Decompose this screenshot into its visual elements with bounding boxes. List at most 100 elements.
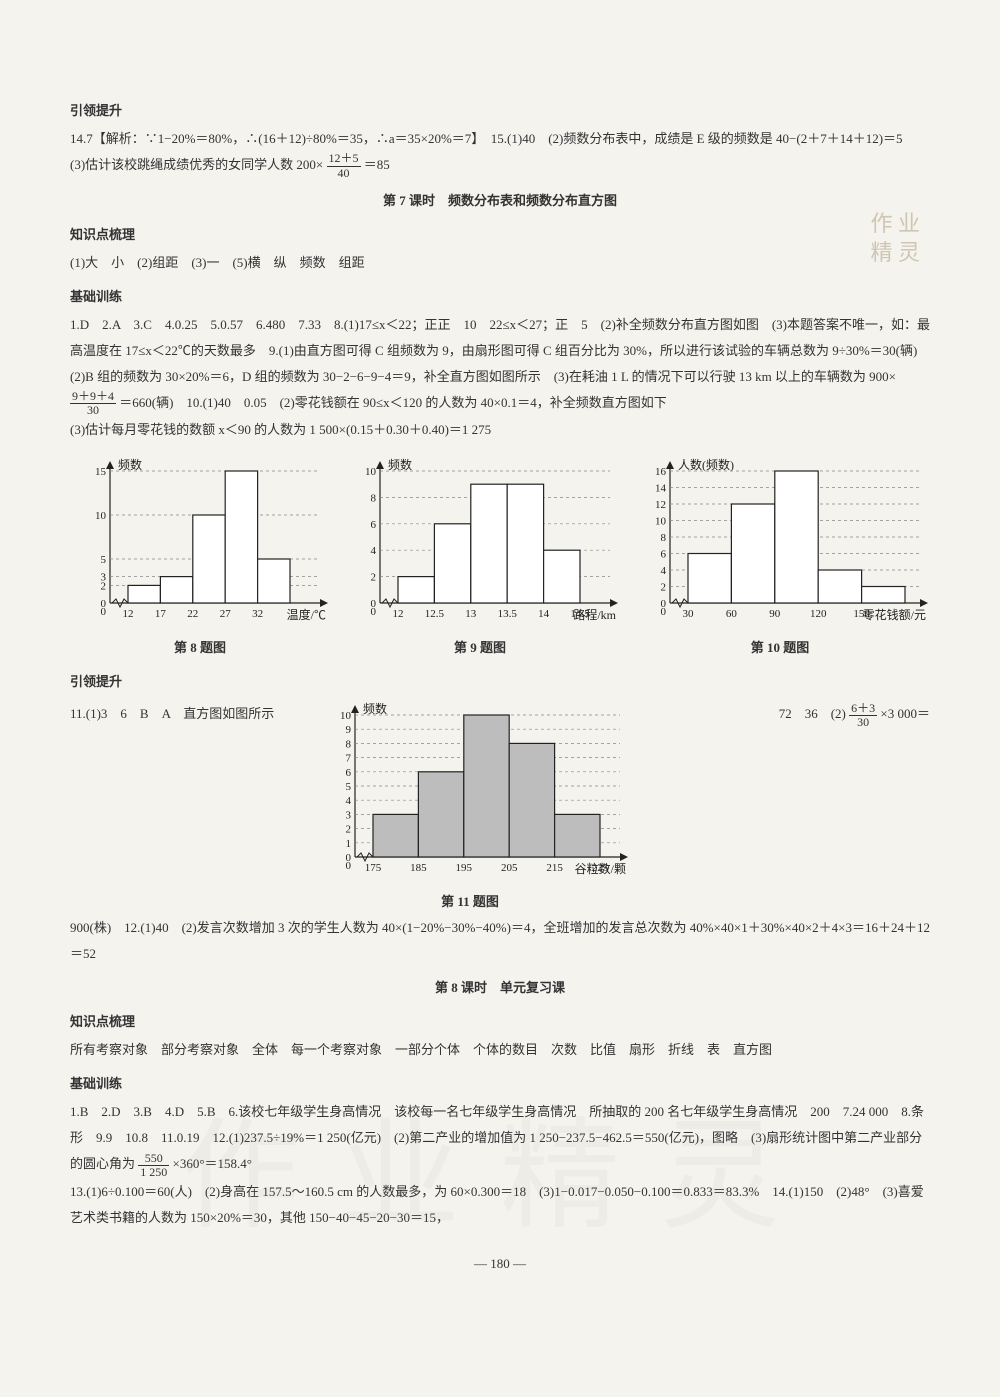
text: ×3 000＝	[880, 706, 930, 721]
svg-text:225: 225	[592, 862, 609, 874]
svg-text:2: 2	[346, 824, 352, 836]
svg-text:3: 3	[101, 572, 107, 584]
chart10-caption: 第 10 题图	[630, 635, 930, 661]
svg-text:16: 16	[655, 466, 667, 478]
svg-text:12: 12	[393, 608, 404, 620]
lesson8-title: 第 8 课时 单元复习课	[70, 975, 930, 1001]
chart8-block: 频数温度/℃0235101512172227320 第 8 题图	[70, 453, 330, 661]
chart8-caption: 第 8 题图	[70, 635, 330, 661]
svg-text:频数: 频数	[118, 457, 142, 472]
svg-text:5: 5	[346, 781, 352, 793]
frac-num: 550	[138, 1152, 169, 1166]
chart9-caption: 第 9 题图	[340, 635, 620, 661]
wm-line1: 作 业	[870, 210, 920, 239]
fraction: 9＋9＋4 30	[70, 390, 116, 417]
svg-text:13.5: 13.5	[498, 608, 518, 620]
svg-text:15: 15	[95, 466, 107, 478]
chart10-svg: 人数(频数)零花钱额/元02468101214163060901201500	[630, 453, 930, 633]
svg-text:8: 8	[346, 739, 352, 751]
svg-text:人数(频数): 人数(频数)	[678, 457, 734, 472]
para-k2: 所有考察对象 部分考察对象 全体 每一个考察对象 一部分个体 个体的数目 次数 …	[70, 1037, 930, 1063]
svg-text:90: 90	[769, 608, 781, 620]
chart9-block: 频数路程/km02468101212.51313.51414.50 第 9 题图	[340, 453, 620, 661]
svg-text:3: 3	[346, 810, 352, 822]
svg-text:60: 60	[726, 608, 738, 620]
svg-text:14: 14	[655, 483, 667, 495]
para-s1: 14.7【解析：∵1−20%＝80%，∴(16＋12)÷80%＝35，∴a＝35…	[70, 126, 930, 180]
svg-text:8: 8	[371, 493, 377, 505]
svg-text:22: 22	[187, 608, 198, 620]
svg-text:32: 32	[252, 608, 263, 620]
svg-text:150: 150	[853, 608, 870, 620]
para-s2-2: 900(株) 12.(1)40 (2)发言次数增加 3 次的学生人数为 40×(…	[70, 915, 930, 967]
svg-text:温度/℃: 温度/℃	[287, 607, 326, 622]
para-b1-2: (3)估计每月零花钱的数额 x＜90 的人数为 1 500×(0.15＋0.30…	[70, 417, 930, 443]
svg-text:7: 7	[346, 753, 352, 765]
frac-num: 9＋9＋4	[70, 390, 116, 404]
charts-row-1: 频数温度/℃0235101512172227320 第 8 题图 频数路程/km…	[70, 453, 930, 661]
svg-text:14.5: 14.5	[570, 608, 590, 620]
svg-text:27: 27	[220, 608, 232, 620]
svg-text:195: 195	[456, 862, 473, 874]
wm-line2: 精 灵	[870, 239, 920, 268]
text: ＝660(辆) 10.(1)40 0.05 (2)零花钱额在 90≤x＜120 …	[119, 395, 666, 410]
fraction: 6＋3 30	[849, 702, 877, 729]
svg-text:12: 12	[123, 608, 134, 620]
svg-text:10: 10	[655, 516, 667, 528]
svg-text:5: 5	[101, 554, 107, 566]
heading-yinling-1: 引领提升	[70, 98, 930, 124]
svg-text:205: 205	[501, 862, 518, 874]
svg-text:8: 8	[661, 532, 667, 544]
svg-text:4: 4	[661, 565, 667, 577]
para-b1-1: 1.D 2.A 3.C 4.0.25 5.0.57 6.480 7.33 8.(…	[70, 312, 930, 418]
chart11-block: 频数谷粒数/颗0123456789101751851952052152250 第…	[310, 697, 630, 915]
frac-den: 30	[849, 716, 877, 729]
para-s2-right: 72 36 (2) 6＋3 30 ×3 000＝	[640, 697, 930, 729]
svg-text:零花钱额/元: 零花钱额/元	[863, 607, 926, 622]
heading-zhishidian-1: 知识点梳理	[70, 222, 930, 248]
svg-text:频数: 频数	[388, 457, 412, 472]
text: ×360°＝158.4°	[173, 1156, 252, 1171]
chart11-svg: 频数谷粒数/颗0123456789101751851952052152250	[310, 697, 630, 887]
svg-text:4: 4	[371, 546, 377, 558]
svg-text:10: 10	[95, 510, 107, 522]
chart11-caption: 第 11 题图	[310, 889, 630, 915]
svg-text:30: 30	[683, 608, 695, 620]
para-s2-left: 11.(1)3 6 B A 直方图如图所示	[70, 697, 300, 727]
frac-den: 1 250	[138, 1166, 169, 1179]
svg-text:185: 185	[410, 862, 427, 874]
svg-text:0: 0	[661, 606, 667, 618]
frac-num: 12＋5	[327, 152, 361, 166]
svg-text:6: 6	[661, 549, 667, 561]
fraction: 12＋5 40	[327, 152, 361, 179]
heading-jichu-2: 基础训练	[70, 1071, 930, 1097]
svg-text:6: 6	[346, 767, 352, 779]
fraction: 550 1 250	[138, 1152, 169, 1179]
text: ＝85	[364, 157, 390, 172]
svg-text:215: 215	[546, 862, 563, 874]
svg-text:10: 10	[365, 466, 377, 478]
chart9-svg: 频数路程/km02468101212.51313.51414.50	[340, 453, 620, 633]
row-11: 11.(1)3 6 B A 直方图如图所示 频数谷粒数/颗01234567891…	[70, 697, 930, 915]
frac-den: 40	[327, 167, 361, 180]
frac-num: 6＋3	[849, 702, 877, 716]
text: 1.D 2.A 3.C 4.0.25 5.0.57 6.480 7.33 8.(…	[70, 317, 930, 384]
svg-text:9: 9	[346, 725, 352, 737]
para-b2-1: 1.B 2.D 3.B 4.D 5.B 6.该校七年级学生身高情况 该校每一名七…	[70, 1099, 930, 1179]
frac-den: 30	[70, 404, 116, 417]
chart10-block: 人数(频数)零花钱额/元02468101214163060901201500 第…	[630, 453, 930, 661]
chart8-svg: 频数温度/℃0235101512172227320	[70, 453, 330, 633]
page: 作 业 精 灵 引领提升 14.7【解析：∵1−20%＝80%，∴(16＋12)…	[0, 0, 1000, 1317]
text: 72 36 (2)	[779, 706, 846, 721]
svg-text:0: 0	[101, 606, 107, 618]
svg-text:13: 13	[465, 608, 477, 620]
page-number: — 180 —	[70, 1251, 930, 1277]
svg-text:12.5: 12.5	[425, 608, 445, 620]
watermark-top: 作 业 精 灵	[870, 210, 920, 267]
text: 14.7【解析：∵1−20%＝80%，∴(16＋12)÷80%＝35，∴a＝35…	[70, 131, 916, 172]
svg-text:17: 17	[155, 608, 167, 620]
heading-jichu-1: 基础训练	[70, 284, 930, 310]
heading-zhishidian-2: 知识点梳理	[70, 1009, 930, 1035]
svg-text:12: 12	[655, 499, 666, 511]
para-k1: (1)大 小 (2)组距 (3)一 (5)横 纵 频数 组距	[70, 250, 930, 276]
